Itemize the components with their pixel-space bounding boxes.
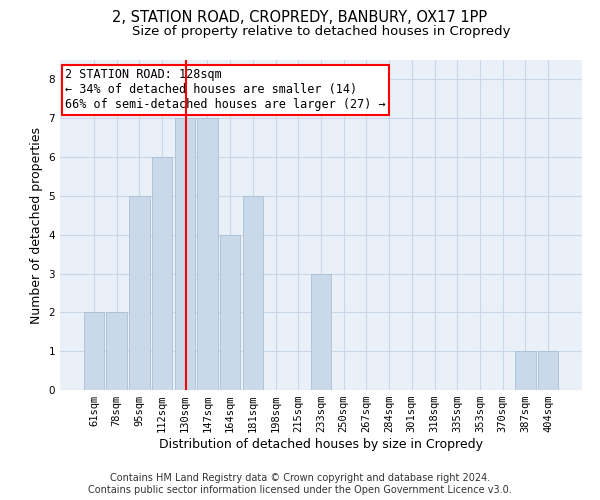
Bar bbox=[175, 118, 195, 390]
Text: 2, STATION ROAD, CROPREDY, BANBURY, OX17 1PP: 2, STATION ROAD, CROPREDY, BANBURY, OX17… bbox=[112, 10, 488, 25]
Bar bbox=[220, 234, 241, 390]
Title: Size of property relative to detached houses in Cropredy: Size of property relative to detached ho… bbox=[132, 25, 510, 38]
Text: Contains HM Land Registry data © Crown copyright and database right 2024.
Contai: Contains HM Land Registry data © Crown c… bbox=[88, 474, 512, 495]
Bar bbox=[129, 196, 149, 390]
Bar bbox=[538, 351, 558, 390]
Bar bbox=[311, 274, 331, 390]
Bar bbox=[152, 157, 172, 390]
Bar bbox=[106, 312, 127, 390]
Y-axis label: Number of detached properties: Number of detached properties bbox=[30, 126, 43, 324]
Bar bbox=[84, 312, 104, 390]
Bar bbox=[515, 351, 536, 390]
Text: 2 STATION ROAD: 128sqm
← 34% of detached houses are smaller (14)
66% of semi-det: 2 STATION ROAD: 128sqm ← 34% of detached… bbox=[65, 68, 386, 112]
Bar bbox=[242, 196, 263, 390]
X-axis label: Distribution of detached houses by size in Cropredy: Distribution of detached houses by size … bbox=[159, 438, 483, 451]
Bar bbox=[197, 118, 218, 390]
